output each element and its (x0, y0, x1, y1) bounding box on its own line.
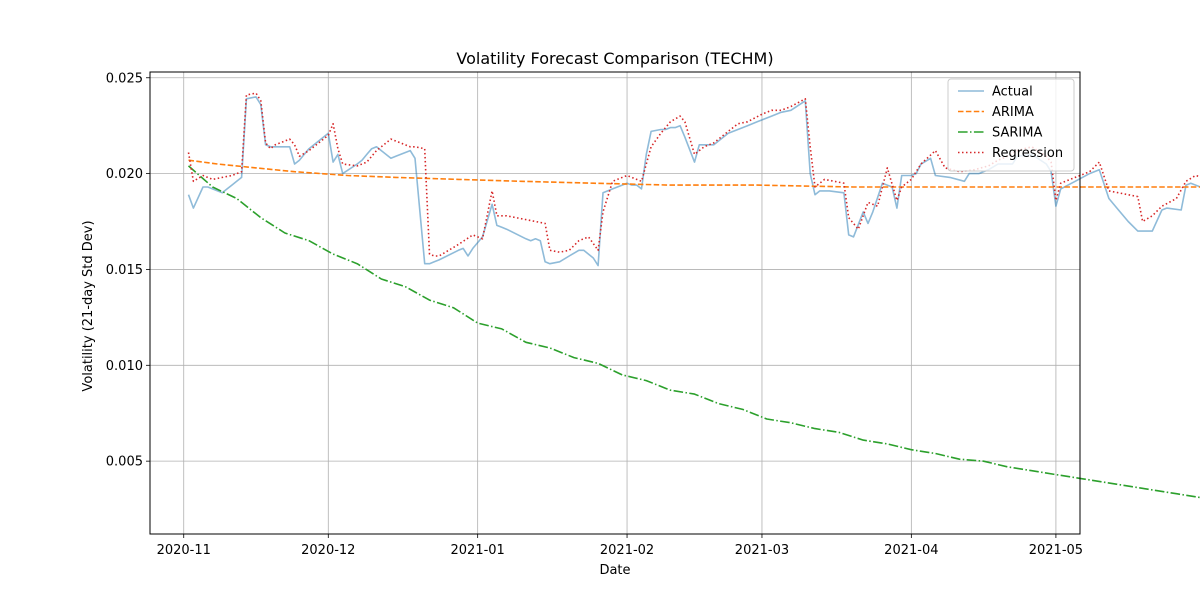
plot-frame (149, 71, 1081, 535)
y-tick-label: 0.025 (106, 71, 143, 86)
chart-title: Volatility Forecast Comparison (TECHM) (456, 49, 773, 68)
x-axis-title: Date (599, 563, 630, 578)
series-line-sarima (187, 165, 1200, 499)
y-tick-label: 0.020 (106, 167, 143, 182)
axis-ticks: 2020-11 2020-12 2021-01 2021-02 2021-03 2021-… (106, 71, 1083, 558)
x-tick-label: 2021-02 (600, 543, 654, 558)
series-line-arima (188, 159, 1200, 188)
y-tick-label: 0.005 (106, 455, 143, 470)
plot-area (187, 92, 1200, 499)
series-line-regression (187, 92, 1200, 257)
grid (150, 72, 1080, 534)
x-tick-label: 2021-04 (884, 543, 938, 558)
x-tick-label: 2021-01 (451, 543, 505, 558)
legend-label-arima: ARIMA (992, 105, 1034, 120)
y-tick-label: 0.010 (106, 359, 143, 374)
y-axis-title: Volatility (21-day Std Dev) (81, 220, 96, 391)
x-tick-label: 2021-05 (1029, 543, 1083, 558)
series-line-actual (187, 96, 1200, 267)
x-tick-label: 2021-03 (735, 543, 789, 558)
x-tick-label: 2020-11 (157, 543, 211, 558)
legend-label-sarima: SARIMA (992, 126, 1042, 141)
legend-label-regression: Regression (992, 146, 1063, 161)
legend-box (947, 78, 1075, 172)
legend: Actual ARIMA SARIMA Regression (947, 78, 1075, 172)
legend-label-actual: Actual (992, 85, 1033, 100)
y-tick-label: 0.015 (106, 263, 143, 278)
x-tick-label: 2020-12 (301, 543, 355, 558)
